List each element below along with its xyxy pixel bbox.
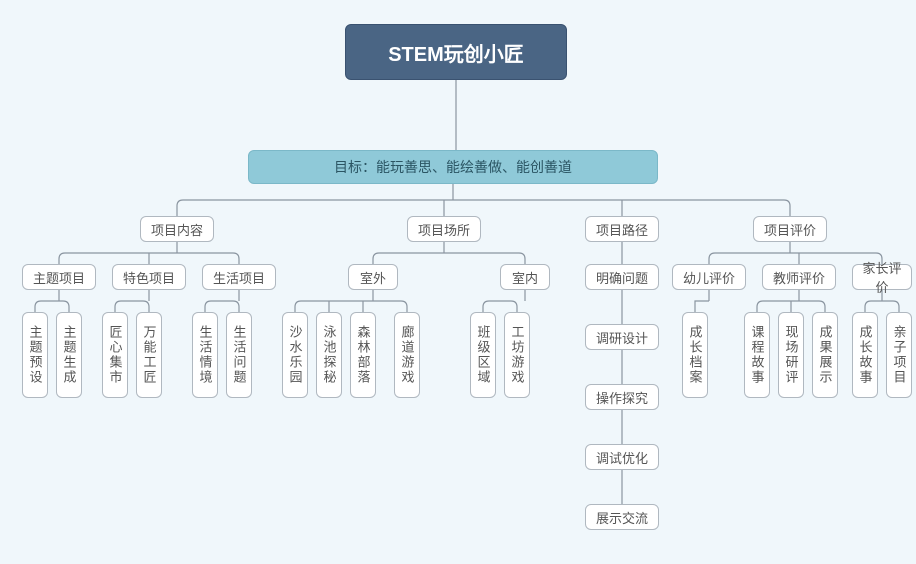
step2-box: 调研设计 — [585, 324, 659, 350]
leaf-2: 匠心集市 — [102, 312, 128, 398]
leaf-5: 生活问题 — [226, 312, 252, 398]
parent-box: 家长评价 — [852, 264, 912, 290]
leaf-12: 成长档案 — [682, 312, 708, 398]
root-node: STEM玩创小匠 — [345, 24, 567, 80]
leaf-17: 亲子项目 — [886, 312, 912, 398]
outdoor-box: 室外 — [348, 264, 398, 290]
leaf-1: 主题生成 — [56, 312, 82, 398]
leaf-0: 主题预设 — [22, 312, 48, 398]
theme-box: 主题项目 — [22, 264, 96, 290]
indoor-box: 室内 — [500, 264, 550, 290]
special-box: 特色项目 — [112, 264, 186, 290]
place-box: 项目场所 — [407, 216, 481, 242]
leaf-16: 成长故事 — [852, 312, 878, 398]
leaf-6: 沙水乐园 — [282, 312, 308, 398]
leaf-10: 班级区域 — [470, 312, 496, 398]
leaf-14: 现场研评 — [778, 312, 804, 398]
leaf-3: 万能工匠 — [136, 312, 162, 398]
child-box: 幼儿评价 — [672, 264, 746, 290]
step1-box: 明确问题 — [585, 264, 659, 290]
leaf-4: 生活情境 — [192, 312, 218, 398]
eval-box: 项目评价 — [753, 216, 827, 242]
content-box: 项目内容 — [140, 216, 214, 242]
leaf-11: 工坊游戏 — [504, 312, 530, 398]
leaf-15: 成果展示 — [812, 312, 838, 398]
life-box: 生活项目 — [202, 264, 276, 290]
step4-box: 调试优化 — [585, 444, 659, 470]
teacher-box: 教师评价 — [762, 264, 836, 290]
leaf-7: 泳池探秘 — [316, 312, 342, 398]
path-box: 项目路径 — [585, 216, 659, 242]
leaf-9: 廊道游戏 — [394, 312, 420, 398]
goal-node: 目标：能玩善思、能绘善做、能创善道 — [248, 150, 658, 184]
leaf-13: 课程故事 — [744, 312, 770, 398]
step3-box: 操作探究 — [585, 384, 659, 410]
leaf-8: 森林部落 — [350, 312, 376, 398]
step5-box: 展示交流 — [585, 504, 659, 530]
